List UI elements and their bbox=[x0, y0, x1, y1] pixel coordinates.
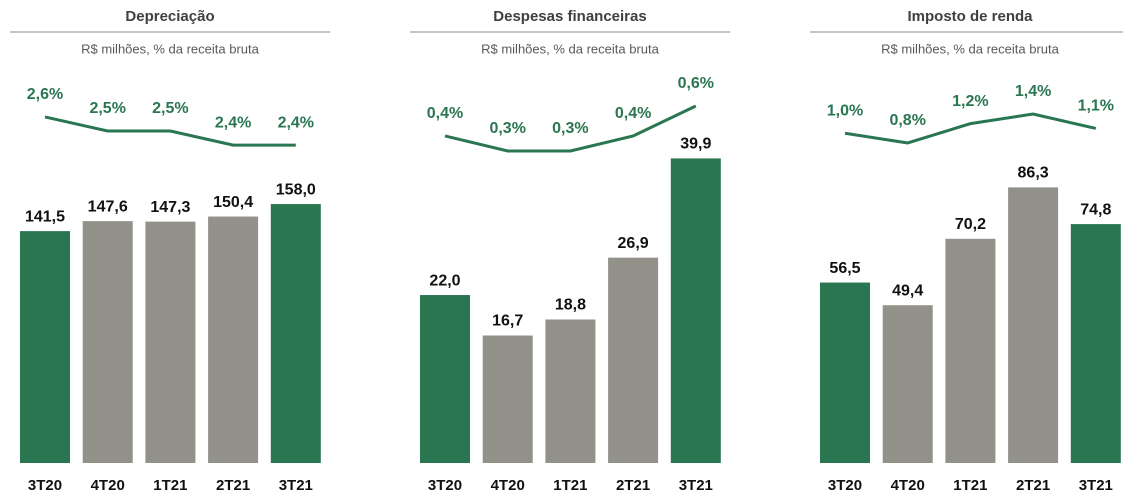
x-tick-label: 3T21 bbox=[279, 477, 313, 494]
x-tick-label: 3T20 bbox=[828, 477, 862, 494]
x-tick-label: 2T21 bbox=[216, 477, 250, 494]
x-tick-label: 4T20 bbox=[491, 477, 525, 494]
bar bbox=[82, 221, 133, 463]
x-tick-label: 1T21 bbox=[553, 477, 587, 494]
bar-label: 70,2 bbox=[955, 216, 986, 233]
bar bbox=[270, 204, 321, 463]
chart-subtitle: R$ milhões, % da receita bruta bbox=[881, 41, 1060, 56]
bar bbox=[482, 335, 533, 463]
x-tick-label: 4T20 bbox=[891, 477, 925, 494]
bar bbox=[420, 295, 470, 463]
bar-label: 56,5 bbox=[829, 260, 860, 277]
chart-subtitle: R$ milhões, % da receita bruta bbox=[81, 41, 260, 56]
x-tick-label: 4T20 bbox=[91, 477, 125, 494]
bar bbox=[545, 319, 596, 463]
line-label: 2,5% bbox=[152, 100, 188, 117]
bar bbox=[882, 305, 933, 463]
line-label: 2,4% bbox=[215, 114, 251, 131]
bar bbox=[208, 216, 259, 463]
bar-label: 158,0 bbox=[276, 181, 316, 198]
line bbox=[844, 112, 1097, 145]
line-label: 0,3% bbox=[489, 120, 525, 137]
chart-subtitle: R$ milhões, % da receita bruta bbox=[481, 41, 660, 56]
bar-label: 49,4 bbox=[892, 282, 923, 299]
bar bbox=[945, 238, 996, 463]
x-tick-label: 1T21 bbox=[953, 477, 987, 494]
line-label: 1,0% bbox=[827, 103, 863, 120]
line-label: 2,4% bbox=[278, 114, 314, 131]
line-label: 0,6% bbox=[678, 75, 714, 92]
line-label: 0,8% bbox=[889, 112, 925, 129]
bar-label: 39,9 bbox=[680, 136, 711, 153]
bar bbox=[820, 282, 870, 463]
x-tick-label: 2T21 bbox=[616, 477, 650, 494]
x-tick-label: 3T21 bbox=[1079, 477, 1113, 494]
line-label: 1,4% bbox=[1015, 83, 1051, 100]
bar bbox=[145, 221, 196, 463]
bar-label: 18,8 bbox=[555, 297, 586, 314]
bar bbox=[1070, 224, 1121, 463]
x-tick-label: 3T21 bbox=[679, 477, 713, 494]
bar-label: 141,5 bbox=[25, 208, 65, 225]
bar-label: 74,8 bbox=[1080, 201, 1111, 218]
bar-label: 86,3 bbox=[1018, 165, 1049, 182]
bar bbox=[670, 158, 721, 463]
bar-label: 147,6 bbox=[88, 198, 128, 215]
bar bbox=[608, 257, 659, 463]
bar-label: 26,9 bbox=[618, 235, 649, 252]
line-label: 1,2% bbox=[952, 93, 988, 110]
x-tick-label: 3T20 bbox=[428, 477, 462, 494]
x-tick-label: 3T20 bbox=[28, 477, 62, 494]
bar-label: 150,4 bbox=[213, 194, 253, 211]
line-label: 0,4% bbox=[427, 105, 463, 122]
chart-title: Despesas financeiras bbox=[493, 8, 646, 25]
chart-title: Depreciação bbox=[125, 8, 214, 25]
line-label: 2,5% bbox=[89, 100, 125, 117]
x-tick-label: 2T21 bbox=[1016, 477, 1050, 494]
bar-label: 147,3 bbox=[150, 199, 190, 216]
bar bbox=[20, 231, 70, 463]
line bbox=[444, 104, 697, 153]
chart-title: Imposto de renda bbox=[907, 8, 1033, 25]
line-label: 2,6% bbox=[27, 86, 63, 103]
bar-label: 16,7 bbox=[492, 313, 523, 330]
x-tick-label: 1T21 bbox=[153, 477, 187, 494]
line-label: 0,3% bbox=[552, 120, 588, 137]
line-label: 0,4% bbox=[615, 105, 651, 122]
line-label: 1,1% bbox=[1078, 98, 1114, 115]
bar bbox=[1008, 187, 1059, 464]
bar-label: 22,0 bbox=[429, 272, 460, 289]
line bbox=[44, 115, 296, 147]
